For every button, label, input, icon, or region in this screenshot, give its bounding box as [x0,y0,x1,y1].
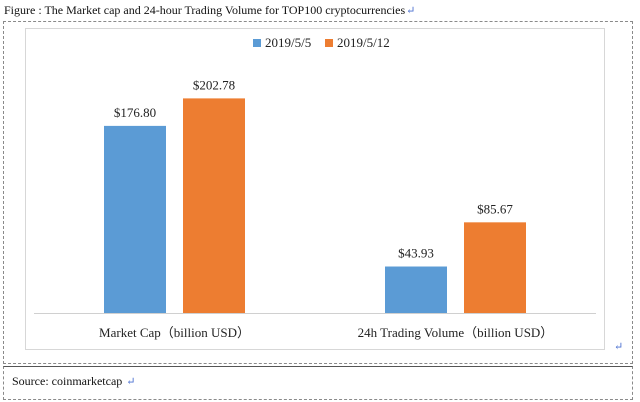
legend-label: 2019/5/12 [337,35,390,50]
bar-2019-5-12-0 [183,98,245,313]
legend: 2019/5/5 2019/5/12 [253,35,390,50]
source-note: Source: coinmarketcap ↵ [12,374,136,389]
x-tick-label: Market Cap（billion USD） [99,325,250,340]
data-label: $43.93 [398,246,434,261]
paragraph-mark-icon: ↵ [406,5,416,17]
x-tick-labels: Market Cap（billion USD） 24h Trading Volum… [99,325,553,340]
data-label: $85.67 [477,201,513,216]
figure-caption: Figure : The Market cap and 24-hour Trad… [4,3,415,18]
source-text: Source: coinmarketcap [12,374,123,388]
legend-label: 2019/5/5 [265,35,311,50]
chart-paragraph-mark-icon: ↵ [614,341,624,353]
bar-chart: 2019/5/5 2019/5/12 $176.80 $202.78 $43.93 $8… [34,35,596,340]
bars-group: $176.80 $202.78 $43.93 $85.67 [104,77,526,314]
figure-frame [3,21,633,364]
caption-text: Figure : The Market cap and 24-hour Trad… [4,3,406,17]
bar-2019-5-5-1 [385,266,447,313]
data-label: $202.78 [193,77,235,92]
data-label: $176.80 [114,105,156,120]
x-tick-label: 24h Trading Volume（billion USD） [358,325,554,340]
legend-swatch [325,39,333,47]
legend-swatch [253,39,261,47]
bar-2019-5-12-1 [464,222,526,313]
source-paragraph-mark-icon: ↵ [126,376,136,388]
source-box: Source: coinmarketcap ↵ [3,366,633,400]
bar-2019-5-5-0 [104,125,166,314]
chart-area: 2019/5/5 2019/5/12 $176.80 $202.78 $43.93 $8… [25,28,605,350]
